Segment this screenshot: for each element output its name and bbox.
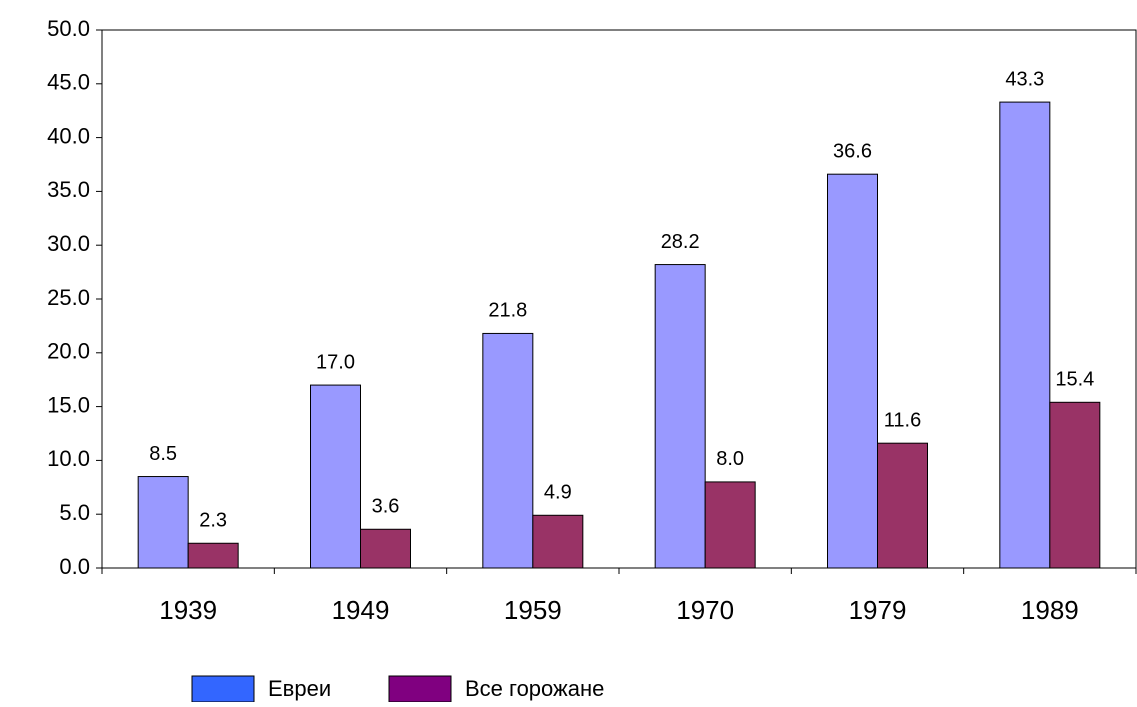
x-tick-label: 1949 — [332, 595, 390, 625]
data-label: 17.0 — [316, 351, 355, 373]
y-tick-label: 20.0 — [47, 339, 90, 364]
x-tick-label: 1939 — [159, 595, 217, 625]
bar — [654, 264, 706, 569]
bar — [532, 514, 584, 569]
y-tick-label: 25.0 — [47, 285, 90, 310]
bar — [999, 101, 1051, 569]
bar — [482, 332, 534, 569]
legend-swatch — [191, 675, 255, 703]
data-label: 8.5 — [149, 443, 177, 465]
data-label: 4.9 — [544, 482, 572, 504]
y-tick-label: 10.0 — [47, 446, 90, 471]
data-label: 2.3 — [199, 510, 227, 532]
data-label: 11.6 — [884, 409, 921, 431]
x-tick-label: 1979 — [849, 595, 907, 625]
bar — [187, 542, 239, 569]
bar — [877, 442, 928, 569]
bar — [704, 481, 756, 569]
data-label: 15.4 — [1055, 369, 1094, 391]
data-label: 8.0 — [716, 448, 744, 470]
y-tick-label: 45.0 — [47, 70, 90, 95]
data-label: 21.8 — [488, 300, 527, 322]
data-label: 36.6 — [833, 140, 872, 162]
bar — [1049, 401, 1101, 569]
y-tick-label: 30.0 — [47, 231, 90, 256]
data-label: 3.6 — [372, 496, 400, 518]
legend-label: Евреи — [268, 676, 331, 701]
y-tick-label: 40.0 — [47, 123, 90, 148]
data-label: 43.3 — [1005, 68, 1044, 90]
y-tick-label: 50.0 — [47, 16, 90, 41]
bar — [827, 173, 878, 569]
bar — [360, 528, 411, 569]
y-tick-label: 0.0 — [59, 554, 90, 579]
y-tick-label: 15.0 — [47, 392, 90, 417]
y-tick-label: 5.0 — [59, 500, 90, 525]
x-tick-label: 1959 — [504, 595, 562, 625]
x-tick-label: 1989 — [1021, 595, 1079, 625]
y-tick-label: 35.0 — [47, 177, 90, 202]
legend-label: Все горожане — [465, 676, 604, 701]
bar — [310, 384, 361, 569]
plot-frame — [101, 29, 1137, 569]
data-label: 28.2 — [661, 231, 700, 253]
x-tick-label: 1970 — [676, 595, 734, 625]
legend-swatch — [388, 675, 452, 703]
bar — [137, 476, 189, 569]
